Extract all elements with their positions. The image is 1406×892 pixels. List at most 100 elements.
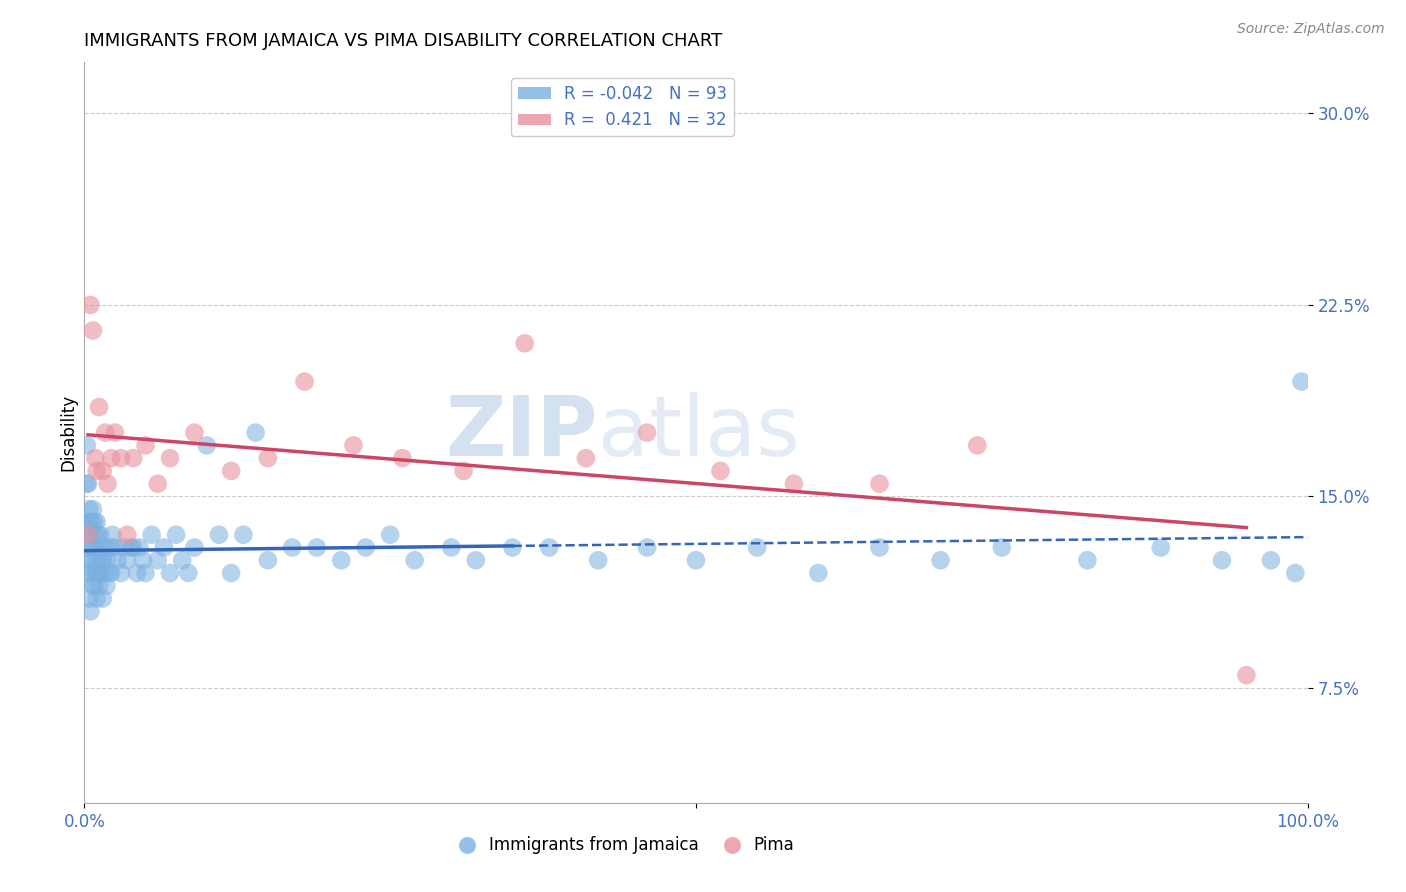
Point: [208, 527, 231, 541]
Point: [141, 527, 163, 541]
Point: [87, 566, 110, 580]
Point: [76, 476, 98, 491]
Point: [77, 591, 100, 606]
Point: [929, 553, 952, 567]
Point: [128, 541, 150, 555]
Point: [83, 541, 105, 555]
Point: [91, 591, 114, 606]
Point: [257, 553, 280, 567]
Point: [110, 451, 132, 466]
Point: [305, 541, 328, 555]
Point: [807, 566, 830, 580]
Point: [232, 527, 254, 541]
Point: [96, 579, 118, 593]
Point: [79, 298, 101, 312]
Point: [90, 553, 112, 567]
Point: [153, 541, 176, 555]
Point: [91, 464, 114, 478]
Point: [183, 425, 205, 440]
Point: [125, 566, 148, 580]
Point: [82, 541, 104, 555]
Point: [342, 438, 364, 452]
Point: [966, 438, 988, 452]
Point: [77, 541, 100, 555]
Point: [146, 476, 169, 491]
Point: [991, 541, 1014, 555]
Point: [82, 324, 104, 338]
Point: [77, 515, 100, 529]
Point: [89, 566, 111, 580]
Point: [77, 566, 100, 580]
Point: [100, 451, 122, 466]
Point: [115, 553, 138, 567]
Point: [165, 527, 187, 541]
Point: [709, 464, 731, 478]
Point: [636, 425, 658, 440]
Point: [97, 553, 120, 567]
Point: [380, 527, 402, 541]
Point: [783, 476, 806, 491]
Point: [79, 527, 101, 541]
Point: [73, 515, 96, 529]
Point: [84, 566, 107, 580]
Point: [219, 566, 242, 580]
Point: [79, 566, 101, 580]
Point: [101, 527, 124, 541]
Point: [281, 541, 304, 555]
Point: [94, 425, 117, 440]
Legend: Immigrants from Jamaica, Pima: Immigrants from Jamaica, Pima: [444, 830, 801, 861]
Point: [257, 451, 280, 466]
Point: [86, 553, 108, 567]
Point: [77, 502, 100, 516]
Point: [75, 527, 97, 541]
Point: [80, 515, 103, 529]
Point: [575, 451, 598, 466]
Point: [89, 527, 111, 541]
Point: [135, 438, 157, 452]
Point: [294, 375, 316, 389]
Point: [1076, 553, 1098, 567]
Point: [104, 541, 127, 555]
Point: [87, 579, 110, 593]
Point: [86, 464, 108, 478]
Point: [120, 541, 142, 555]
Point: [183, 541, 205, 555]
Point: [404, 553, 426, 567]
Point: [869, 541, 891, 555]
Point: [1236, 668, 1258, 682]
Point: [747, 541, 769, 555]
Point: [159, 451, 181, 466]
Point: [91, 553, 114, 567]
Point: [98, 541, 121, 555]
Point: [83, 579, 105, 593]
Point: [177, 566, 200, 580]
Point: [77, 476, 100, 491]
Point: [87, 527, 110, 541]
Point: [146, 553, 169, 567]
Point: [391, 451, 413, 466]
Point: [94, 541, 117, 555]
Point: [538, 541, 561, 555]
Point: [172, 553, 194, 567]
Point: [110, 566, 132, 580]
Text: atlas: atlas: [598, 392, 800, 473]
Point: [112, 541, 135, 555]
Point: [84, 527, 107, 541]
Point: [132, 553, 155, 567]
Point: [77, 527, 100, 541]
Point: [87, 541, 110, 555]
Point: [354, 541, 377, 555]
Point: [75, 553, 97, 567]
Point: [245, 425, 267, 440]
Point: [82, 502, 104, 516]
Point: [440, 541, 463, 555]
Point: [1260, 553, 1282, 567]
Point: [1291, 375, 1313, 389]
Point: [636, 541, 658, 555]
Point: [122, 541, 145, 555]
Text: ZIP: ZIP: [446, 392, 598, 473]
Point: [93, 566, 115, 580]
Point: [219, 464, 242, 478]
Point: [83, 515, 105, 529]
Point: [87, 400, 110, 414]
